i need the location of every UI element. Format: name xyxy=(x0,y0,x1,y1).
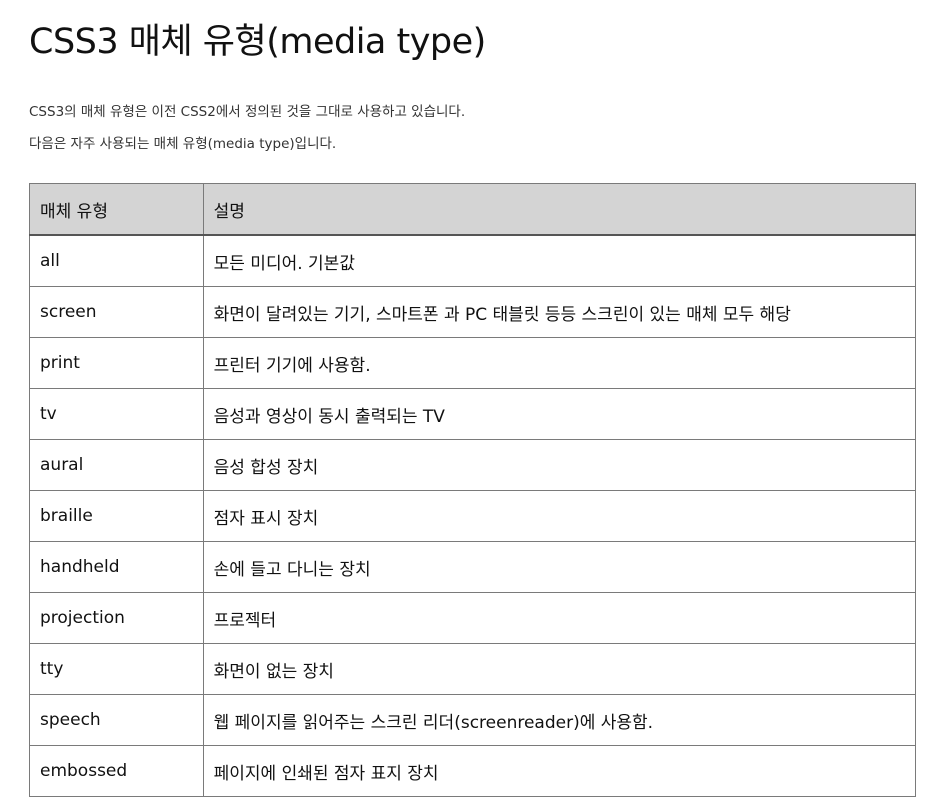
intro-line: CSS3의 매체 유형은 이전 CSS2에서 정의된 것을 그대로 사용하고 있… xyxy=(29,104,466,120)
table-row: print 프린터 기기에 사용함. xyxy=(29,337,917,389)
media-type-cell: print xyxy=(29,337,204,389)
intro-line: 다음은 자주 사용되는 매체 유형(media type)입니다. xyxy=(29,136,337,152)
description-cell: 웹 페이지를 읽어주는 스크린 리더(screenreader)에 사용함. xyxy=(202,694,917,746)
media-type-cell: speech xyxy=(29,694,204,746)
table-row: braille 점자 표시 장치 xyxy=(29,490,917,542)
table-row: embossed 페이지에 인쇄된 점자 표지 장치 xyxy=(29,745,917,797)
description-cell: 음성과 영상이 동시 출력되는 TV xyxy=(202,388,917,440)
description-cell: 손에 들고 다니는 장치 xyxy=(202,541,917,593)
table-row: all 모든 미디어. 기본값 xyxy=(29,234,917,287)
table-row: handheld 손에 들고 다니는 장치 xyxy=(29,541,917,593)
media-type-cell: all xyxy=(29,234,204,287)
media-type-cell: screen xyxy=(29,286,204,338)
description-cell: 프린터 기기에 사용함. xyxy=(202,337,917,389)
table-row: tty 화면이 없는 장치 xyxy=(29,643,917,695)
table-row: screen 화면이 달려있는 기기, 스마트폰 과 PC 태블릿 등등 스크린… xyxy=(29,286,917,338)
page-title: CSS3 매체 유형(media type) xyxy=(29,22,486,62)
description-cell: 음성 합성 장치 xyxy=(202,439,917,491)
description-cell: 페이지에 인쇄된 점자 표지 장치 xyxy=(202,745,917,797)
description-cell: 화면이 달려있는 기기, 스마트폰 과 PC 태블릿 등등 스크린이 있는 매체… xyxy=(202,286,917,338)
table-row: speech 웹 페이지를 읽어주는 스크린 리더(screenreader)에… xyxy=(29,694,917,746)
description-cell: 화면이 없는 장치 xyxy=(202,643,917,695)
table-row: aural 음성 합성 장치 xyxy=(29,439,917,491)
description-cell: 점자 표시 장치 xyxy=(202,490,917,542)
media-type-cell: aural xyxy=(29,439,204,491)
table-row: tv 음성과 영상이 동시 출력되는 TV xyxy=(29,388,917,440)
description-cell: 모든 미디어. 기본값 xyxy=(202,234,917,287)
header-description: 설명 xyxy=(202,183,917,236)
media-type-cell: handheld xyxy=(29,541,204,593)
media-type-cell: braille xyxy=(29,490,204,542)
intro-text: CSS3의 매체 유형은 이전 CSS2에서 정의된 것을 그대로 사용하고 있… xyxy=(29,96,917,160)
table-row: projection 프로젝터 xyxy=(29,592,917,644)
article: CSS3 매체 유형(media type) CSS3의 매체 유형은 이전 C… xyxy=(29,18,917,797)
media-type-cell: projection xyxy=(29,592,204,644)
table-header-row: 매체 유형 설명 xyxy=(29,183,917,236)
media-type-cell: embossed xyxy=(29,745,204,797)
media-type-cell: tv xyxy=(29,388,204,440)
media-type-table: 매체 유형 설명 all 모든 미디어. 기본값 screen 화면이 달려있는… xyxy=(29,183,917,797)
header-media-type: 매체 유형 xyxy=(29,183,204,236)
description-cell: 프로젝터 xyxy=(202,592,917,644)
media-type-cell: tty xyxy=(29,643,204,695)
